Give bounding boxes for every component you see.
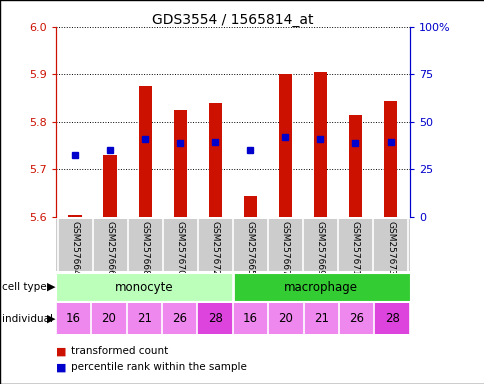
Text: ■: ■ [56, 362, 66, 372]
Text: GSM257664: GSM257664 [70, 222, 79, 276]
Bar [303, 303, 338, 334]
Text: 26: 26 [172, 312, 187, 325]
Bar [91, 303, 126, 334]
Bar [338, 303, 374, 334]
Text: 20: 20 [101, 312, 116, 325]
Text: GSM257666: GSM257666 [106, 222, 114, 276]
Bar [374, 303, 409, 334]
Bar [162, 303, 197, 334]
Text: individual: individual [2, 314, 53, 324]
Bar [138, 86, 151, 217]
Text: monocyte: monocyte [115, 281, 173, 293]
Bar [56, 303, 91, 334]
Bar [103, 155, 117, 217]
Text: 20: 20 [278, 312, 293, 325]
Text: 16: 16 [242, 312, 257, 325]
Text: percentile rank within the sample: percentile rank within the sample [71, 362, 247, 372]
Bar [383, 101, 396, 217]
Text: 28: 28 [384, 312, 399, 325]
Bar [232, 273, 409, 301]
Text: ■: ■ [56, 346, 66, 356]
Text: GSM257670: GSM257670 [175, 222, 184, 276]
Text: GSM257668: GSM257668 [140, 222, 150, 276]
Text: GDS3554 / 1565814_at: GDS3554 / 1565814_at [152, 13, 313, 27]
Text: GSM257672: GSM257672 [211, 222, 219, 276]
Text: macrophage: macrophage [284, 281, 358, 293]
Text: ▶: ▶ [46, 282, 55, 292]
Text: 21: 21 [313, 312, 328, 325]
Bar [278, 74, 291, 217]
Text: ▶: ▶ [46, 314, 55, 324]
Text: 21: 21 [136, 312, 151, 325]
Text: 16: 16 [66, 312, 81, 325]
Text: GSM257671: GSM257671 [350, 222, 359, 276]
Bar [173, 110, 186, 217]
Text: GSM257669: GSM257669 [315, 222, 324, 276]
Bar [243, 195, 257, 217]
Bar [232, 303, 268, 334]
Bar [197, 303, 232, 334]
Text: 26: 26 [348, 312, 363, 325]
Text: 28: 28 [207, 312, 222, 325]
Text: GSM257673: GSM257673 [385, 222, 394, 276]
Bar [56, 273, 232, 301]
Text: transformed count: transformed count [71, 346, 168, 356]
Text: cell type: cell type [2, 282, 47, 292]
Bar [313, 72, 326, 217]
Bar [126, 303, 162, 334]
Text: GSM257665: GSM257665 [245, 222, 254, 276]
Bar [208, 103, 222, 217]
Bar [68, 215, 81, 217]
Bar [268, 303, 303, 334]
Text: GSM257667: GSM257667 [280, 222, 289, 276]
Bar [348, 115, 362, 217]
